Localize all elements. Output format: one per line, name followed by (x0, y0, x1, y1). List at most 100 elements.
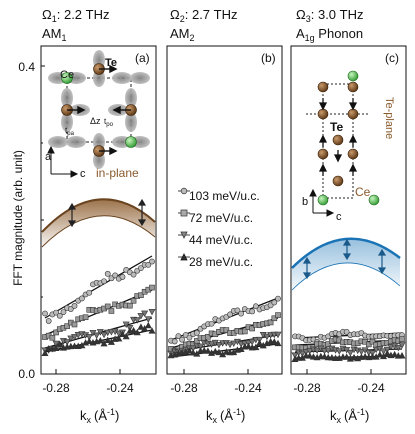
panel-c-xtick-2: -0.24 (357, 381, 385, 395)
data-point (119, 274, 126, 280)
data-point (137, 323, 145, 330)
data-point (115, 330, 123, 338)
data-point (52, 340, 60, 348)
y-tick-0.0: 0.0 (18, 367, 35, 381)
data-point (324, 347, 332, 354)
data-point (104, 336, 112, 344)
data-point (383, 349, 391, 357)
data-point (85, 337, 93, 345)
data-point (118, 330, 126, 338)
data-point (204, 347, 212, 354)
panel-a-xtick-2: -0.24 (106, 381, 134, 395)
data-point (226, 341, 234, 349)
data-point (82, 314, 89, 321)
panel-a-xtick-1: -0.28 (42, 381, 70, 395)
panel-c-inset: Te Ce Te-plane b c (302, 70, 395, 223)
data-point (100, 339, 108, 347)
data-point (343, 329, 350, 335)
svg-text:Ce: Ce (60, 69, 74, 81)
data-point (115, 334, 123, 342)
data-point (387, 344, 395, 351)
data-point (144, 321, 152, 329)
data-point (208, 341, 216, 348)
panel-b-xtick-2: -0.24 (234, 381, 262, 395)
svg-text:Ce: Ce (355, 185, 371, 199)
svg-text:tpo: tpo (104, 117, 114, 128)
data-point (112, 272, 119, 279)
data-point (274, 339, 282, 347)
data-point (56, 312, 63, 319)
data-point (208, 320, 215, 327)
data-point (171, 338, 178, 345)
data-point (96, 336, 104, 344)
data-point (398, 352, 406, 359)
y-axis-label: FFT magnitude (arb. unit) (11, 150, 25, 286)
svg-text:AM2: AM2 (170, 26, 195, 43)
data-point (41, 349, 49, 357)
svg-text:c: c (80, 168, 86, 180)
data-point (78, 295, 85, 302)
data-point (86, 289, 93, 296)
y-tick-0.4: 0.4 (18, 60, 35, 74)
data-point (271, 315, 278, 322)
data-point (321, 353, 329, 360)
panel-c-header: Ω3: 3.0 THz A1g Phonon (296, 7, 363, 43)
data-point (205, 333, 211, 340)
panel-b-legend: 103 meV/u.c. 72 meV/u.c. 44 meV/u.c. 28 … (178, 187, 260, 269)
panel-c-xlabel: kx (Å-1) (330, 407, 369, 425)
data-point (252, 303, 259, 310)
data-point (145, 261, 152, 268)
svg-text:Ω1: 2.2 THz: Ω1: 2.2 THz (42, 7, 109, 24)
axis-ticks (41, 65, 372, 375)
data-point (144, 316, 152, 323)
data-point (350, 353, 358, 361)
svg-text:Ω3: 3.0 THz: Ω3: 3.0 THz (296, 7, 363, 24)
data-point (52, 344, 60, 351)
svg-text:in-plane: in-plane (96, 166, 139, 180)
data-point (56, 340, 64, 347)
panel-b-xlabel: kx (Å-1) (206, 407, 245, 425)
data-point (343, 353, 351, 360)
data-point (248, 339, 256, 346)
data-point (175, 333, 182, 340)
data-point (335, 348, 343, 355)
data-point (42, 310, 48, 317)
data-point (67, 306, 74, 312)
data-point (67, 335, 75, 343)
data-point (244, 342, 252, 350)
data-point (241, 328, 248, 335)
svg-text:A1g Phonon: A1g Phonon (296, 26, 363, 43)
data-point (398, 342, 406, 349)
data-point (122, 321, 130, 329)
data-point (141, 325, 149, 332)
data-point (71, 303, 78, 309)
data-point (53, 329, 59, 336)
svg-text:Te-plane: Te-plane (383, 97, 395, 139)
data-point (45, 318, 52, 324)
data-point (138, 265, 144, 272)
data-point (306, 348, 314, 355)
data-point (249, 325, 255, 332)
data-point (148, 308, 156, 316)
svg-text:Ω2: 2.7 THz: Ω2: 2.7 THz (170, 7, 237, 24)
panel-b-xtick-1: -0.28 (170, 381, 198, 395)
data-point (197, 343, 205, 350)
data-point (189, 345, 197, 352)
panel-a-tag: (a) (135, 51, 150, 65)
data-point (230, 340, 238, 348)
data-point (149, 258, 155, 265)
data-point (271, 299, 278, 306)
data-point (227, 311, 233, 318)
panel-c-frame (290, 45, 407, 375)
data-point (376, 351, 384, 358)
legend-item-3: 44 meV/u.c. (189, 233, 253, 247)
legend-item-1: 103 meV/u.c. (189, 189, 260, 203)
data-point (357, 348, 365, 356)
svg-text:b: b (302, 196, 308, 208)
data-point (189, 349, 197, 356)
data-point (130, 297, 137, 304)
panel-b-header: Ω2: 2.7 THz AM2 (170, 7, 237, 43)
legend-item-2: 72 meV/u.c. (189, 211, 253, 225)
data-point (148, 327, 156, 334)
